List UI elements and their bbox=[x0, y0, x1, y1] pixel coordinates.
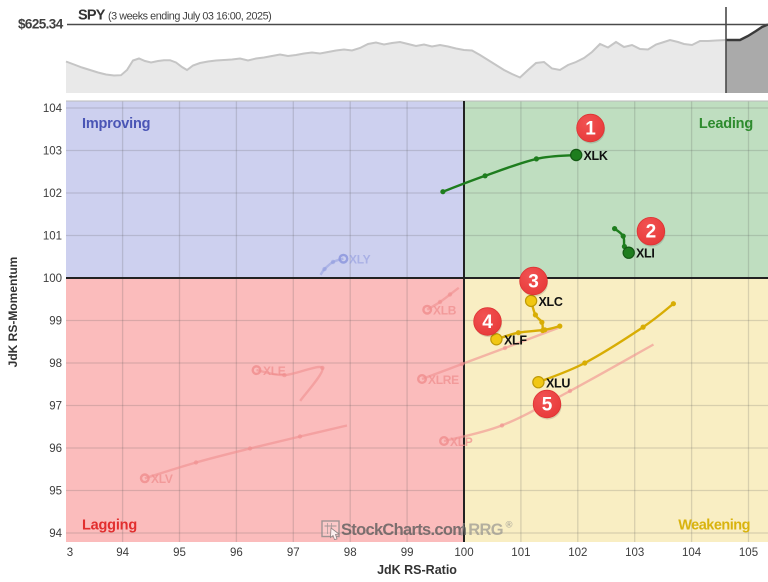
svg-text:3: 3 bbox=[67, 547, 73, 559]
svg-text:XLRE: XLRE bbox=[428, 373, 459, 387]
svg-text:98: 98 bbox=[49, 358, 62, 370]
svg-text:XLF: XLF bbox=[504, 334, 527, 348]
svg-text:XLE: XLE bbox=[263, 364, 286, 378]
svg-text:XLK: XLK bbox=[584, 149, 608, 163]
svg-text:98: 98 bbox=[344, 547, 357, 559]
svg-text:5: 5 bbox=[542, 395, 553, 416]
svg-text:103: 103 bbox=[43, 146, 62, 158]
svg-text:(3 weeks ending July 03 16:00,: (3 weeks ending July 03 16:00, 2025) bbox=[108, 11, 271, 23]
svg-text:StockCharts.com: StockCharts.com bbox=[341, 521, 466, 539]
svg-text:95: 95 bbox=[49, 486, 62, 498]
svg-text:96: 96 bbox=[230, 547, 243, 559]
svg-text:97: 97 bbox=[49, 401, 62, 413]
svg-text:SPY: SPY bbox=[78, 8, 106, 24]
svg-text:$625.34: $625.34 bbox=[18, 17, 64, 32]
svg-text:102: 102 bbox=[43, 188, 62, 200]
svg-text:/ RRG: / RRG bbox=[461, 521, 503, 539]
svg-text:94: 94 bbox=[116, 547, 129, 559]
svg-text:99: 99 bbox=[401, 547, 414, 559]
svg-text:Lagging: Lagging bbox=[82, 518, 137, 534]
svg-text:104: 104 bbox=[682, 547, 702, 559]
svg-text:4: 4 bbox=[482, 312, 493, 333]
svg-text:104: 104 bbox=[43, 103, 63, 115]
svg-text:97: 97 bbox=[287, 547, 300, 559]
svg-text:101: 101 bbox=[43, 231, 62, 243]
svg-text:96: 96 bbox=[49, 443, 62, 455]
svg-text:XLC: XLC bbox=[539, 295, 563, 309]
svg-text:Improving: Improving bbox=[82, 116, 150, 132]
svg-text:®: ® bbox=[506, 520, 513, 531]
svg-text:XLU: XLU bbox=[546, 377, 570, 391]
svg-text:2: 2 bbox=[646, 222, 657, 243]
svg-text:3: 3 bbox=[528, 272, 539, 293]
svg-text:95: 95 bbox=[173, 547, 186, 559]
svg-text:XLP: XLP bbox=[450, 435, 473, 449]
svg-text:Weakening: Weakening bbox=[678, 518, 750, 534]
svg-text:105: 105 bbox=[739, 547, 758, 559]
svg-text:XLI: XLI bbox=[636, 247, 655, 261]
svg-text:JdK RS-Ratio: JdK RS-Ratio bbox=[377, 563, 457, 577]
svg-text:100: 100 bbox=[43, 273, 62, 285]
svg-text:100: 100 bbox=[454, 547, 473, 559]
svg-text:JdK RS-Momentum: JdK RS-Momentum bbox=[6, 257, 20, 368]
svg-text:XLB: XLB bbox=[433, 304, 457, 318]
svg-text:99: 99 bbox=[49, 316, 62, 328]
svg-text:XLV: XLV bbox=[151, 472, 173, 486]
svg-text:94: 94 bbox=[49, 528, 62, 540]
svg-text:XLY: XLY bbox=[349, 253, 371, 267]
svg-text:102: 102 bbox=[568, 547, 587, 559]
svg-text:101: 101 bbox=[511, 547, 530, 559]
svg-text:Leading: Leading bbox=[699, 116, 753, 132]
svg-text:1: 1 bbox=[585, 119, 596, 140]
svg-text:103: 103 bbox=[625, 547, 644, 559]
